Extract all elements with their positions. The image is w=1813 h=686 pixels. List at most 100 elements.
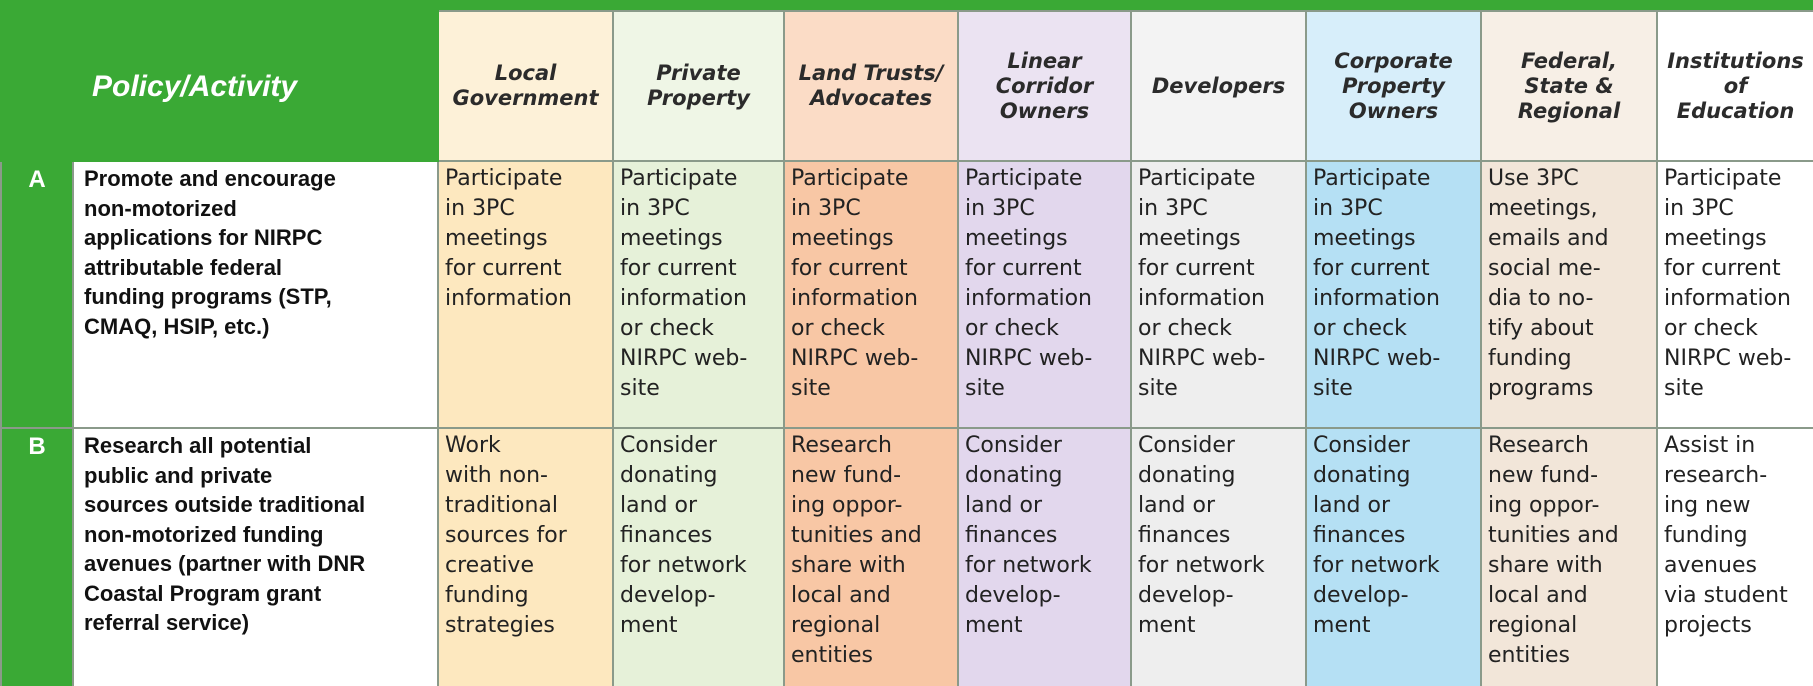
- column-header: Linear Corridor Owners: [957, 10, 1133, 162]
- column-header: Land Trusts/Advocates: [783, 10, 960, 162]
- action-cell: Participate in 3PC meetings for current info…: [612, 160, 786, 429]
- action-line: share with: [1488, 553, 1603, 578]
- action-line: NIRPC web-: [791, 346, 919, 371]
- action-line: NIRPC web-: [965, 346, 1093, 371]
- action-line: meetings: [791, 226, 894, 251]
- action-line: meetings: [1313, 226, 1416, 251]
- action-line: with non-: [445, 463, 548, 488]
- action-line: donating: [965, 463, 1063, 488]
- action-line: finances: [1138, 523, 1231, 548]
- action-line: Consider: [965, 433, 1062, 458]
- column-header-line: Institutions: [1667, 48, 1804, 73]
- action-line: information: [965, 286, 1092, 311]
- policy-line: Coastal Program grant: [84, 580, 322, 606]
- action-line: NIRPC web-: [620, 346, 748, 371]
- policy-line: CMAQ, HSIP, etc.): [84, 313, 270, 339]
- action-line: NIRPC web-: [1664, 346, 1792, 371]
- action-line: site: [620, 376, 660, 401]
- action-line: ment: [965, 613, 1023, 638]
- action-line: information: [1313, 286, 1440, 311]
- action-cell: Research new fund-ing oppor-tunities and s…: [1480, 427, 1659, 686]
- action-line: share with: [791, 553, 906, 578]
- action-line: new fund-: [1488, 463, 1599, 488]
- action-line: new fund-: [791, 463, 902, 488]
- column-header-line: Education: [1676, 98, 1795, 123]
- action-line: site: [1313, 376, 1353, 401]
- policy-line: sources outside traditional: [84, 492, 366, 517]
- action-line: land or: [1138, 493, 1216, 518]
- policy-table: Policy/Activity Local Government Private Pro…: [0, 10, 1813, 686]
- action-cell: Participate in 3PC meetings for current info…: [1305, 160, 1483, 429]
- action-line: for network: [620, 553, 747, 578]
- action-line: information: [791, 286, 918, 311]
- action-line: ment: [620, 613, 678, 638]
- column-header: Local Government: [437, 10, 615, 162]
- action-line: Participate: [1664, 166, 1782, 191]
- action-line: funding: [1488, 346, 1572, 371]
- column-header-line: Government: [452, 86, 599, 110]
- column-header-line: Property: [1342, 73, 1445, 98]
- action-line: information: [620, 286, 747, 311]
- column-header-line: Advocates: [809, 86, 933, 110]
- action-line: develop-: [1138, 583, 1234, 608]
- action-line: in 3PC: [1313, 196, 1383, 221]
- action-line: NIRPC web-: [1313, 346, 1441, 371]
- action-line: creative: [445, 553, 534, 578]
- action-cell: Research new fund-ing oppor-tunities and s…: [783, 427, 960, 686]
- action-line: Participate: [620, 166, 738, 191]
- action-line: Participate: [445, 166, 563, 191]
- action-line: local and: [791, 583, 891, 608]
- action-line: Consider: [1313, 433, 1410, 458]
- action-line: strategies: [445, 613, 555, 638]
- action-line: Participate: [1138, 166, 1256, 191]
- action-line: donating: [1138, 463, 1236, 488]
- action-line: for network: [1138, 553, 1265, 578]
- action-line: meetings: [1664, 226, 1767, 251]
- column-header-line: Owners: [999, 98, 1090, 123]
- action-cell: Participate in 3PC meetings for current info…: [1130, 160, 1308, 429]
- action-line: or check: [791, 316, 885, 341]
- action-line: Consider: [620, 433, 717, 458]
- action-line: site: [965, 376, 1005, 401]
- action-line: avenues: [1664, 553, 1757, 578]
- action-cell: Work with non-traditional sources for creat…: [437, 427, 615, 686]
- column-header: Institutions of Education: [1656, 10, 1813, 162]
- policy-line: avenues (partner with DNR: [84, 551, 366, 576]
- column-header-line: of: [1723, 73, 1748, 98]
- action-line: Participate: [791, 166, 909, 191]
- column-header: Developers: [1130, 10, 1308, 162]
- column-header-line: Regional: [1517, 98, 1621, 123]
- action-line: projects: [1664, 613, 1752, 638]
- action-line: ing oppor-: [791, 493, 903, 518]
- action-line: for current: [791, 256, 908, 281]
- action-cell: Participate in 3PC meetings for current info…: [783, 160, 960, 429]
- action-line: Work: [445, 433, 501, 458]
- action-line: for current: [1313, 256, 1430, 281]
- column-header-line: Corridor: [995, 73, 1094, 98]
- action-line: funding: [1664, 523, 1748, 548]
- policy-line: funding programs (STP,: [84, 284, 332, 309]
- policy-line: applications for NIRPC: [84, 225, 323, 250]
- action-line: or check: [1138, 316, 1232, 341]
- action-line: NIRPC web-: [1138, 346, 1266, 371]
- action-line: for current: [965, 256, 1082, 281]
- action-cell: Participate in 3PC meetings for current info…: [1656, 160, 1813, 429]
- action-line: ment: [1313, 613, 1371, 638]
- action-line: local and: [1488, 583, 1588, 608]
- action-line: meetings: [965, 226, 1068, 251]
- action-line: finances: [620, 523, 713, 548]
- policy-line: attributable federal: [84, 254, 283, 280]
- column-header-line: State &: [1524, 73, 1614, 98]
- action-line: or check: [1664, 316, 1758, 341]
- column-header-line: Private: [656, 61, 741, 85]
- column-header: Corporate Property Owners: [1305, 10, 1483, 162]
- action-line: in 3PC: [620, 196, 690, 221]
- action-cell: Participate in 3PC meetings for current info…: [437, 160, 615, 429]
- action-line: for network: [965, 553, 1092, 578]
- action-cell: Use 3PC meetings, emails and social me-dia …: [1480, 160, 1659, 429]
- policy-line: Research all potential: [84, 433, 312, 458]
- header-title: Policy/Activity: [0, 10, 440, 162]
- action-line: sources for: [445, 523, 567, 548]
- row-letter: A: [0, 160, 74, 429]
- action-cell: Consider donating land or finances for netwo…: [612, 427, 786, 686]
